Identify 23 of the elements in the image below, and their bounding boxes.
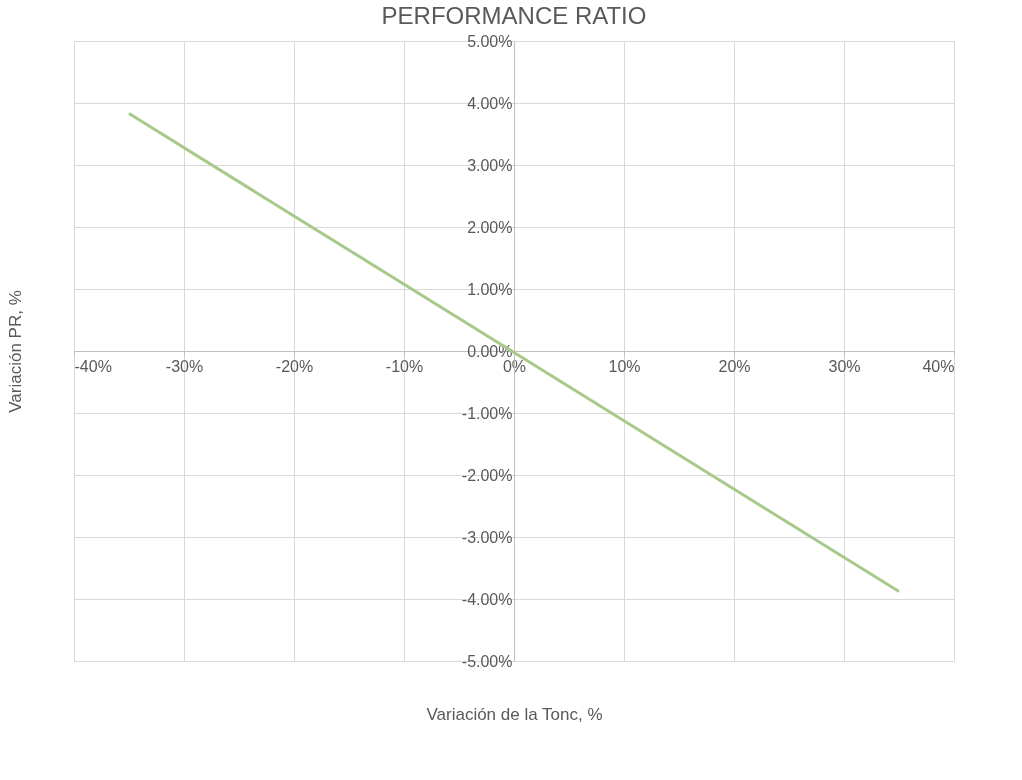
x-axis-title: Variación de la Tonc, %: [426, 704, 603, 724]
y-tick-label: -5.00%: [461, 652, 513, 670]
y-tick-label: -1.00%: [461, 404, 513, 422]
x-tick-label: -20%: [275, 357, 314, 375]
y-tick-label: -2.00%: [461, 466, 513, 484]
chart-title: PERFORMANCE RATIO: [381, 2, 647, 29]
x-tick-label: -40%: [74, 357, 112, 375]
x-tick-label: 40%: [922, 357, 955, 375]
x-tick-label: 30%: [828, 357, 861, 375]
x-tick-label: 20%: [718, 357, 751, 375]
x-tick-label: 0%: [502, 357, 527, 375]
y-tick-label: 3.00%: [467, 156, 513, 174]
x-tick-label: -10%: [385, 357, 424, 375]
y-tick-label: 2.00%: [467, 218, 513, 236]
y-tick-label: 4.00%: [467, 94, 513, 112]
x-tick-label: 10%: [608, 357, 641, 375]
x-tick-label: -30%: [165, 357, 204, 375]
y-tick-label: 1.00%: [467, 280, 513, 298]
y-tick-label: 0.00%: [467, 342, 513, 360]
y-tick-label: 5.00%: [467, 32, 513, 50]
y-tick-label: -4.00%: [461, 590, 513, 608]
y-axis-title: Variación PR, %: [5, 290, 25, 413]
y-tick-label: -3.00%: [461, 528, 513, 546]
